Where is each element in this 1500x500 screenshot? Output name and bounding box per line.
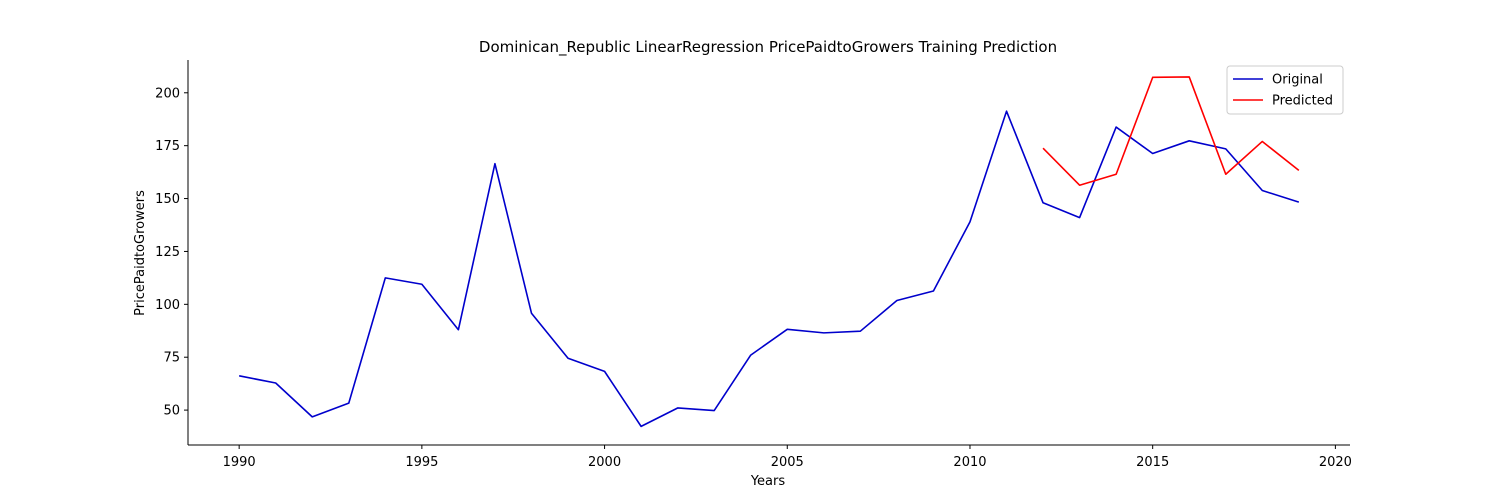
x-tick-label: 2010 [953,455,986,470]
y-tick-label: 75 [163,351,180,366]
x-tick-label: 1990 [223,455,256,470]
y-tick-label: 175 [155,139,180,154]
y-tick-label: 125 [155,245,180,260]
axes [187,60,1350,446]
legend-label-original: Original [1272,73,1323,88]
legend: Original Predicted [1226,65,1344,115]
y-axis-label: PricePaidtoGrowers [133,190,148,316]
y-tick-label: 50 [163,404,180,419]
chart-title: Dominican_Republic LinearRegression Pric… [479,38,1057,57]
x-tick-label: 2005 [771,455,804,470]
x-axis-label: Years [750,474,786,489]
y-tick-label: 150 [155,192,180,207]
x-tick-label: 1995 [405,455,438,470]
y-tick-label: 100 [155,298,180,313]
y-axis-ticks: 50 75 100 125 150 175 200 [155,86,188,419]
series-line-original [239,110,1300,428]
x-tick-label: 2020 [1319,455,1352,470]
legend-box [1226,65,1344,115]
x-axis-ticks: 1990 1995 2000 2005 2010 2015 2020 [223,445,1352,470]
x-tick-label: 2000 [588,455,621,470]
y-tick-label: 200 [155,86,180,101]
x-tick-label: 2015 [1136,455,1169,470]
legend-label-predicted: Predicted [1272,94,1333,109]
series-line-predicted [1042,76,1300,187]
series-layer [239,76,1300,428]
